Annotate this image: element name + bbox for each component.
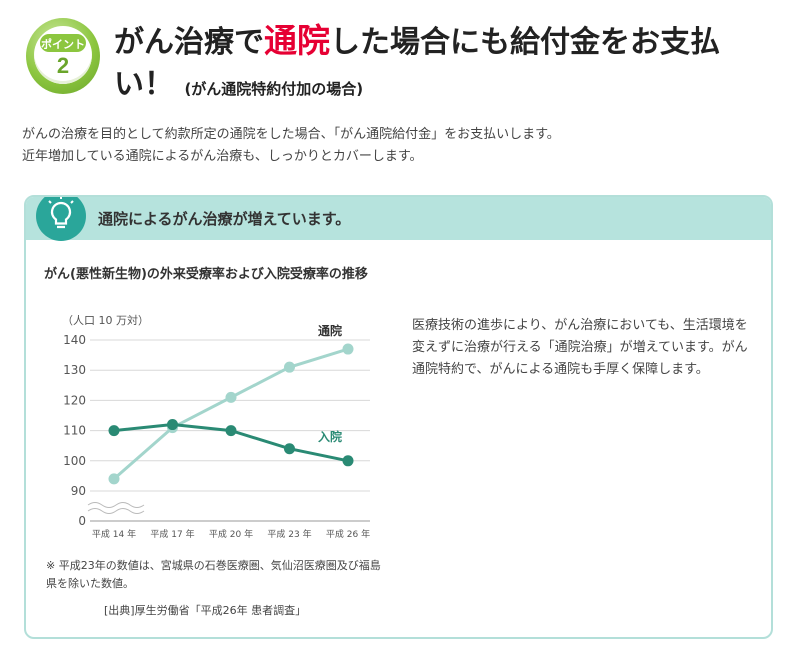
y-tick-label: 110 (63, 424, 86, 438)
title-sub: (がん通院特約付加の場合) (184, 80, 364, 98)
y-tick-label: 120 (63, 393, 86, 407)
y-tick-label: 100 (63, 454, 86, 468)
title-part2: した場合にも給付金をお支払い！ (114, 25, 720, 102)
data-point (284, 443, 295, 455)
series-line-outpatient (113, 347, 349, 481)
info-box-header: 通院によるがん治療が増えています。 (26, 197, 771, 241)
x-tick-label: 平成 20 年 (209, 528, 253, 540)
info-description: 医療技術の進歩により、がん治療においても、生活環境を変えずに治療が行える「通院治… (412, 318, 748, 377)
point-badge-inner: ポイント 2 (34, 26, 92, 84)
point-badge-label-bg (40, 34, 86, 52)
data-point (342, 455, 354, 467)
intro-line-1: がんの治療を目的として約款所定の通院をした場合、「がん通院給付金」をお支払いしま… (22, 127, 560, 142)
x-tick-label: 平成 14 年 (92, 528, 136, 540)
data-point (167, 419, 178, 431)
chart-title: がん(悪性新生物)の外来受療率および入院受療率の推移 (44, 267, 368, 282)
intro-line-2: 近年増加している通院によるがん治療も、しっかりとカバーします。 (22, 149, 423, 164)
y-tick-label: 90 (71, 484, 86, 498)
chart-source: [出典]厚生労働省「平成26年 患者調査」 (104, 604, 307, 617)
point-badge: ポイント 2 (26, 18, 100, 94)
page-title: がん治療で通院した場合にも給付金をお支払い！ (がん通院特約付加の場合) (114, 20, 774, 110)
x-tick-label: 平成 17 年 (150, 528, 194, 540)
point-badge-number: 2 (56, 53, 70, 78)
data-point (225, 391, 237, 403)
data-point (225, 425, 237, 437)
data-point (342, 343, 354, 355)
line-chart: （人口 10 万対） 0 90 100 110 120 130 140 平成 14 年 平成 … (62, 313, 370, 540)
data-point (108, 425, 120, 437)
chart-y-axis-label: （人口 10 万対） (62, 313, 149, 327)
data-point (108, 473, 120, 485)
series-label: 通院 (318, 323, 342, 338)
y-tick-label: 140 (63, 333, 86, 347)
x-tick-label: 平成 23 年 (267, 528, 311, 540)
data-point (284, 361, 295, 373)
axis-break-mark (87, 502, 145, 508)
series-label: 入院 (318, 429, 342, 444)
info-box: 通院によるがん治療が増えています。 がん(悪性新生物)の外来受療率および入院受療… (24, 195, 773, 639)
chart-note: ※ 平成23年の数値は、宮城県の石巻医療圏、気仙沼医療圏及び福島県を除いた数値。 (46, 559, 381, 590)
lightbulb-icon (36, 197, 86, 241)
axis-break-mark (87, 508, 145, 514)
intro-text: がんの治療を目的として約款所定の通院をした場合、「がん通院給付金」をお支払いしま… (22, 124, 782, 168)
y-tick-label: 130 (63, 363, 86, 377)
point-badge-label: ポイント (41, 38, 85, 51)
title-part1: がん治療で (114, 25, 264, 60)
title-highlight: 通院 (264, 21, 330, 60)
info-box-title: 通院によるがん治療が増えています。 (98, 210, 351, 228)
y-tick-label: 0 (78, 514, 86, 528)
x-tick-label: 平成 26 年 (326, 528, 370, 540)
